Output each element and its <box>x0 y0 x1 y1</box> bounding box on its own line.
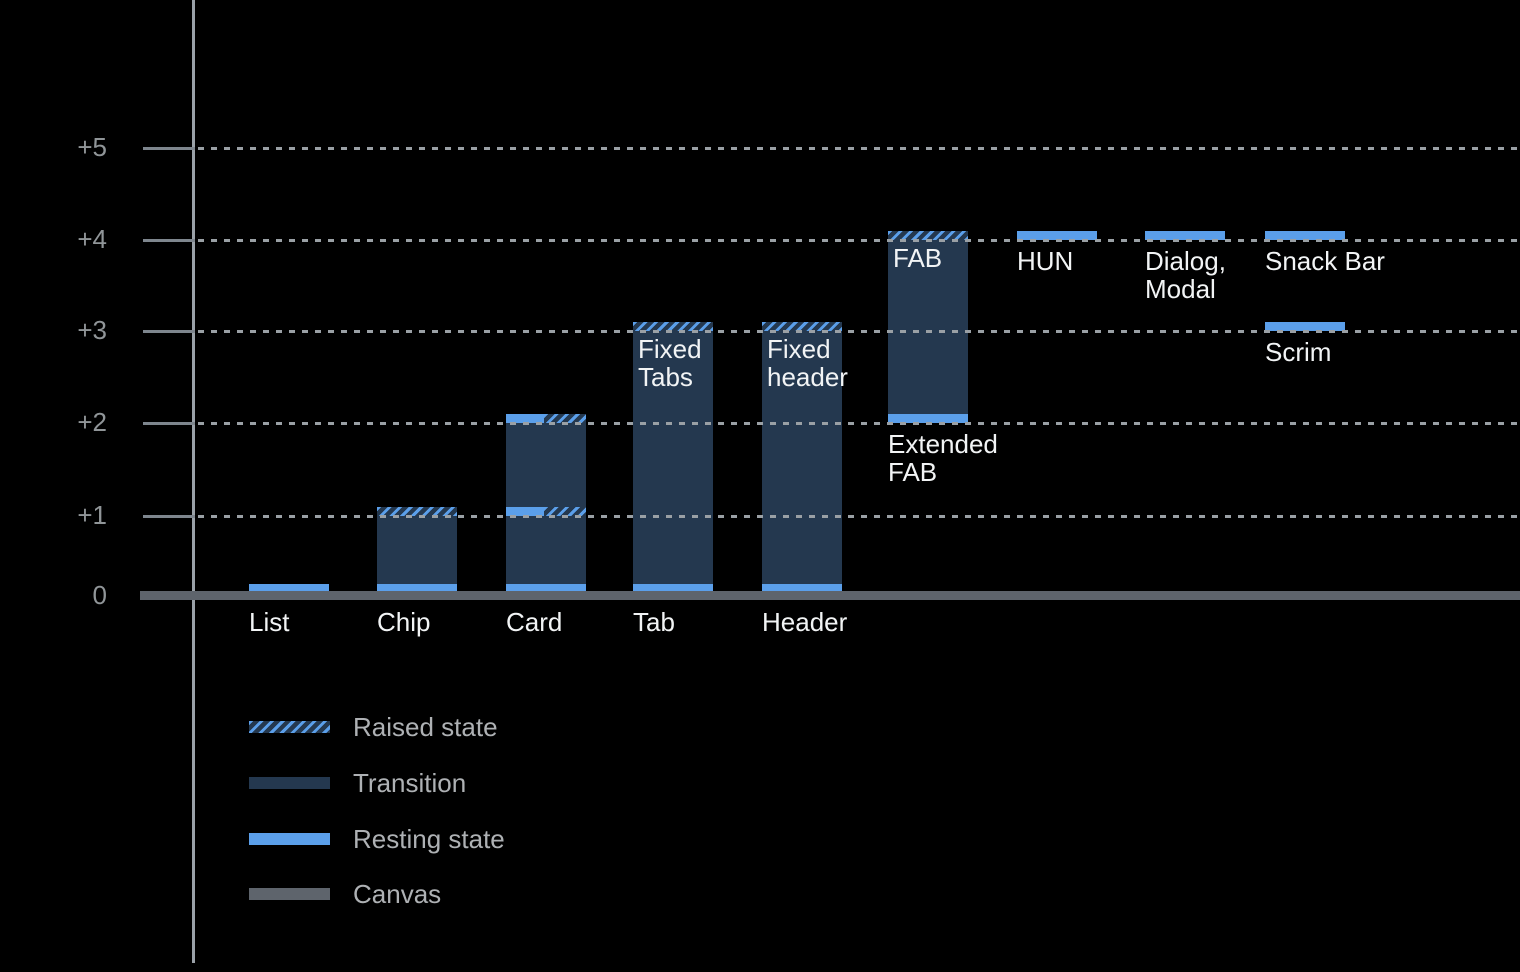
y-axis-line <box>192 0 195 963</box>
bar-label-card: Card <box>506 607 563 637</box>
raised-half <box>544 413 586 423</box>
bar-segment-snack-bar-resting <box>1265 230 1345 240</box>
y-axis-label-+1: +1 <box>77 500 107 530</box>
bar-segment-chip-raised <box>377 506 457 516</box>
bar-label-list: List <box>249 607 290 637</box>
y-tick-4 <box>143 238 195 242</box>
y-axis-label-+4: +4 <box>77 224 107 254</box>
bar-segment-tab-transition <box>633 331 713 585</box>
bar-segment-chip-resting <box>377 584 457 592</box>
y-axis-label-0: 0 <box>92 580 107 610</box>
bar-label-header: Header <box>762 607 848 637</box>
y-tick-2 <box>143 421 195 425</box>
bar-segment-header-resting <box>762 584 842 592</box>
bar-segment-header-transition <box>762 331 842 585</box>
legend-label-canvas: Canvas <box>353 879 442 909</box>
bar-segment-card-resting <box>506 584 586 592</box>
bar-segment-list-resting <box>249 584 329 592</box>
bar-inner-label-extended-fab: FAB <box>893 243 943 273</box>
legend-label-transition: Transition <box>353 768 467 798</box>
bar-segment-tab-raised <box>633 321 713 331</box>
bar-segment-extended-fab-raised <box>888 230 968 240</box>
bar-label-dialog-modal: Dialog, Modal <box>1145 246 1226 304</box>
canvas-baseline <box>140 591 1520 600</box>
bar-segment-scrim-resting <box>1265 321 1345 331</box>
gridline-5 <box>198 146 1520 150</box>
bar-label-hun: HUN <box>1017 246 1074 276</box>
legend-swatch-canvas <box>249 888 330 900</box>
y-tick-5 <box>143 146 195 150</box>
bar-label-snack-bar: Snack Bar <box>1265 246 1385 276</box>
bar-segment-hun-resting <box>1017 230 1097 240</box>
bar-inner-label-tab: Fixed Tabs <box>638 334 702 392</box>
bar-segment-chip-transition <box>377 516 457 585</box>
gridline-1 <box>198 514 1520 518</box>
bar-label-extended-fab: Extended FAB <box>888 429 998 487</box>
legend-swatch-resting <box>249 833 330 845</box>
gridline-3 <box>198 329 1520 333</box>
legend-swatch-transition <box>249 777 330 789</box>
bar-inner-label-header: Fixed header <box>767 334 848 392</box>
bar-segment-card-resting-raised <box>506 506 586 516</box>
gridline-4 <box>198 238 1520 242</box>
y-tick-1 <box>143 514 195 518</box>
bar-segment-card-transition <box>506 423 586 507</box>
bar-segment-extended-fab-transition <box>888 240 968 414</box>
resting-half <box>506 413 545 423</box>
bar-label-tab: Tab <box>633 607 675 637</box>
bar-segment-card-resting-raised <box>506 413 586 423</box>
bar-segment-tab-resting <box>633 584 713 592</box>
y-axis-label-+3: +3 <box>77 315 107 345</box>
y-axis-label-+2: +2 <box>77 407 107 437</box>
resting-half <box>506 506 545 516</box>
y-axis-label-+5: +5 <box>77 132 107 162</box>
legend-label-raised: Raised state <box>353 712 498 742</box>
bar-segment-header-raised <box>762 321 842 331</box>
y-tick-3 <box>143 329 195 333</box>
bar-label-chip: Chip <box>377 607 431 637</box>
gridline-2 <box>198 421 1520 425</box>
raised-half <box>544 506 586 516</box>
bar-label-scrim: Scrim <box>1265 337 1332 367</box>
legend-swatch-raised <box>249 721 330 733</box>
bar-segment-dialog-modal-resting <box>1145 230 1225 240</box>
bar-segment-card-transition <box>506 516 586 585</box>
legend-label-resting: Resting state <box>353 824 505 854</box>
bar-segment-extended-fab-resting <box>888 413 968 423</box>
